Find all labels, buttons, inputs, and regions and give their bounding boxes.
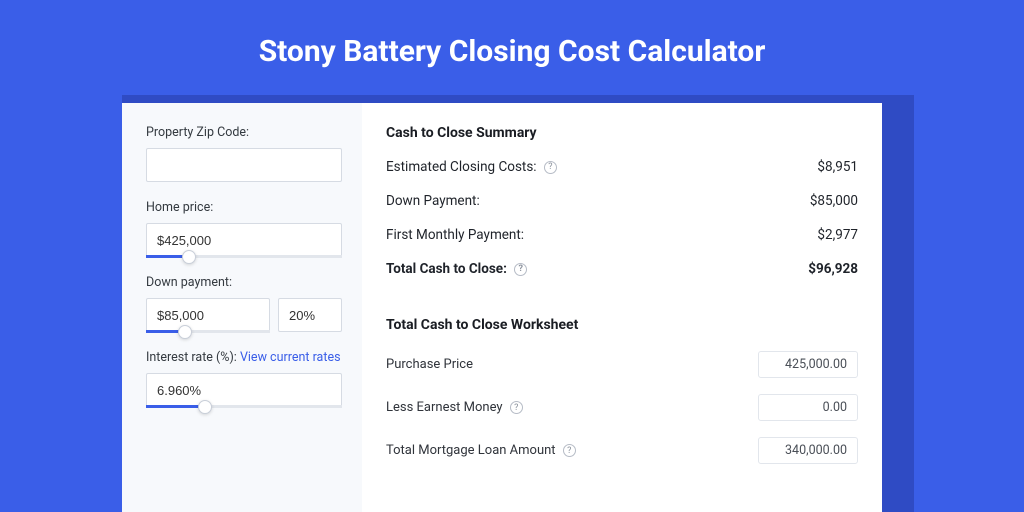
- summary-value: $8,951: [817, 159, 858, 175]
- summary-row-down-payment: Down Payment: $85,000: [386, 193, 858, 209]
- home-price-slider-container: [146, 223, 342, 257]
- page-title: Stony Battery Closing Cost Calculator: [259, 34, 766, 69]
- worksheet-label-text: Total Mortgage Loan Amount: [386, 443, 556, 458]
- help-icon[interactable]: ?: [544, 161, 557, 174]
- interest-label-text: Interest rate (%):: [146, 350, 240, 365]
- worksheet-row-purchase-price: Purchase Price 425,000.00: [386, 351, 858, 378]
- zip-input[interactable]: [146, 148, 342, 182]
- worksheet-label-text: Less Earnest Money: [386, 400, 503, 415]
- help-icon[interactable]: ?: [510, 401, 523, 414]
- summary-total-label-text: Total Cash to Close:: [386, 261, 507, 277]
- summary-value: $85,000: [810, 193, 858, 209]
- home-price-field-group: Home price:: [146, 200, 342, 257]
- down-payment-percent-input[interactable]: [278, 298, 342, 332]
- worksheet-row-mortgage-loan: Total Mortgage Loan Amount ? 340,000.00: [386, 437, 858, 464]
- down-payment-label: Down payment:: [146, 275, 342, 290]
- worksheet-value: 0.00: [758, 394, 858, 421]
- worksheet-label: Purchase Price: [386, 357, 473, 372]
- worksheet-title: Total Cash to Close Worksheet: [386, 317, 858, 333]
- summary-title: Cash to Close Summary: [386, 125, 858, 141]
- section-gap: [386, 295, 858, 317]
- down-payment-slider-thumb[interactable]: [178, 325, 192, 339]
- summary-total-value: $96,928: [808, 261, 858, 277]
- inputs-panel: Property Zip Code: Home price: Down paym…: [122, 103, 362, 512]
- interest-slider-fill: [146, 405, 205, 408]
- summary-label: First Monthly Payment:: [386, 227, 524, 243]
- worksheet-row-earnest-money: Less Earnest Money ? 0.00: [386, 394, 858, 421]
- worksheet-value: 425,000.00: [758, 351, 858, 378]
- interest-slider-container: [146, 373, 342, 407]
- summary-row-first-monthly: First Monthly Payment: $2,977: [386, 227, 858, 243]
- summary-row-closing-costs: Estimated Closing Costs: ? $8,951: [386, 159, 858, 175]
- worksheet-label: Less Earnest Money ?: [386, 400, 523, 415]
- summary-label: Down Payment:: [386, 193, 480, 209]
- help-icon[interactable]: ?: [563, 444, 576, 457]
- card-shadow: Property Zip Code: Home price: Down paym…: [122, 95, 902, 512]
- interest-field-group: Interest rate (%): View current rates: [146, 350, 342, 407]
- down-payment-field-group: Down payment:: [146, 275, 342, 332]
- worksheet-value: 340,000.00: [758, 437, 858, 464]
- interest-input[interactable]: [146, 373, 342, 407]
- summary-label-text: Estimated Closing Costs:: [386, 159, 537, 175]
- zip-field-group: Property Zip Code:: [146, 125, 342, 182]
- summary-row-total: Total Cash to Close: ? $96,928: [386, 261, 858, 277]
- results-panel: Cash to Close Summary Estimated Closing …: [362, 103, 882, 512]
- summary-label: Estimated Closing Costs: ?: [386, 159, 557, 175]
- home-price-input[interactable]: [146, 223, 342, 257]
- home-price-label: Home price:: [146, 200, 342, 215]
- card-shadow-right: [902, 95, 914, 512]
- down-payment-inputs: [146, 298, 342, 332]
- down-payment-amount-input[interactable]: [146, 298, 270, 332]
- view-rates-link[interactable]: View current rates: [240, 350, 341, 365]
- help-icon[interactable]: ?: [514, 263, 527, 276]
- interest-label: Interest rate (%): View current rates: [146, 350, 342, 365]
- interest-slider-thumb[interactable]: [198, 400, 212, 414]
- zip-label: Property Zip Code:: [146, 125, 342, 140]
- summary-total-label: Total Cash to Close: ?: [386, 261, 527, 277]
- summary-value: $2,977: [817, 227, 858, 243]
- calculator-card: Property Zip Code: Home price: Down paym…: [122, 103, 882, 512]
- worksheet-label: Total Mortgage Loan Amount ?: [386, 443, 576, 458]
- home-price-slider-thumb[interactable]: [182, 250, 196, 264]
